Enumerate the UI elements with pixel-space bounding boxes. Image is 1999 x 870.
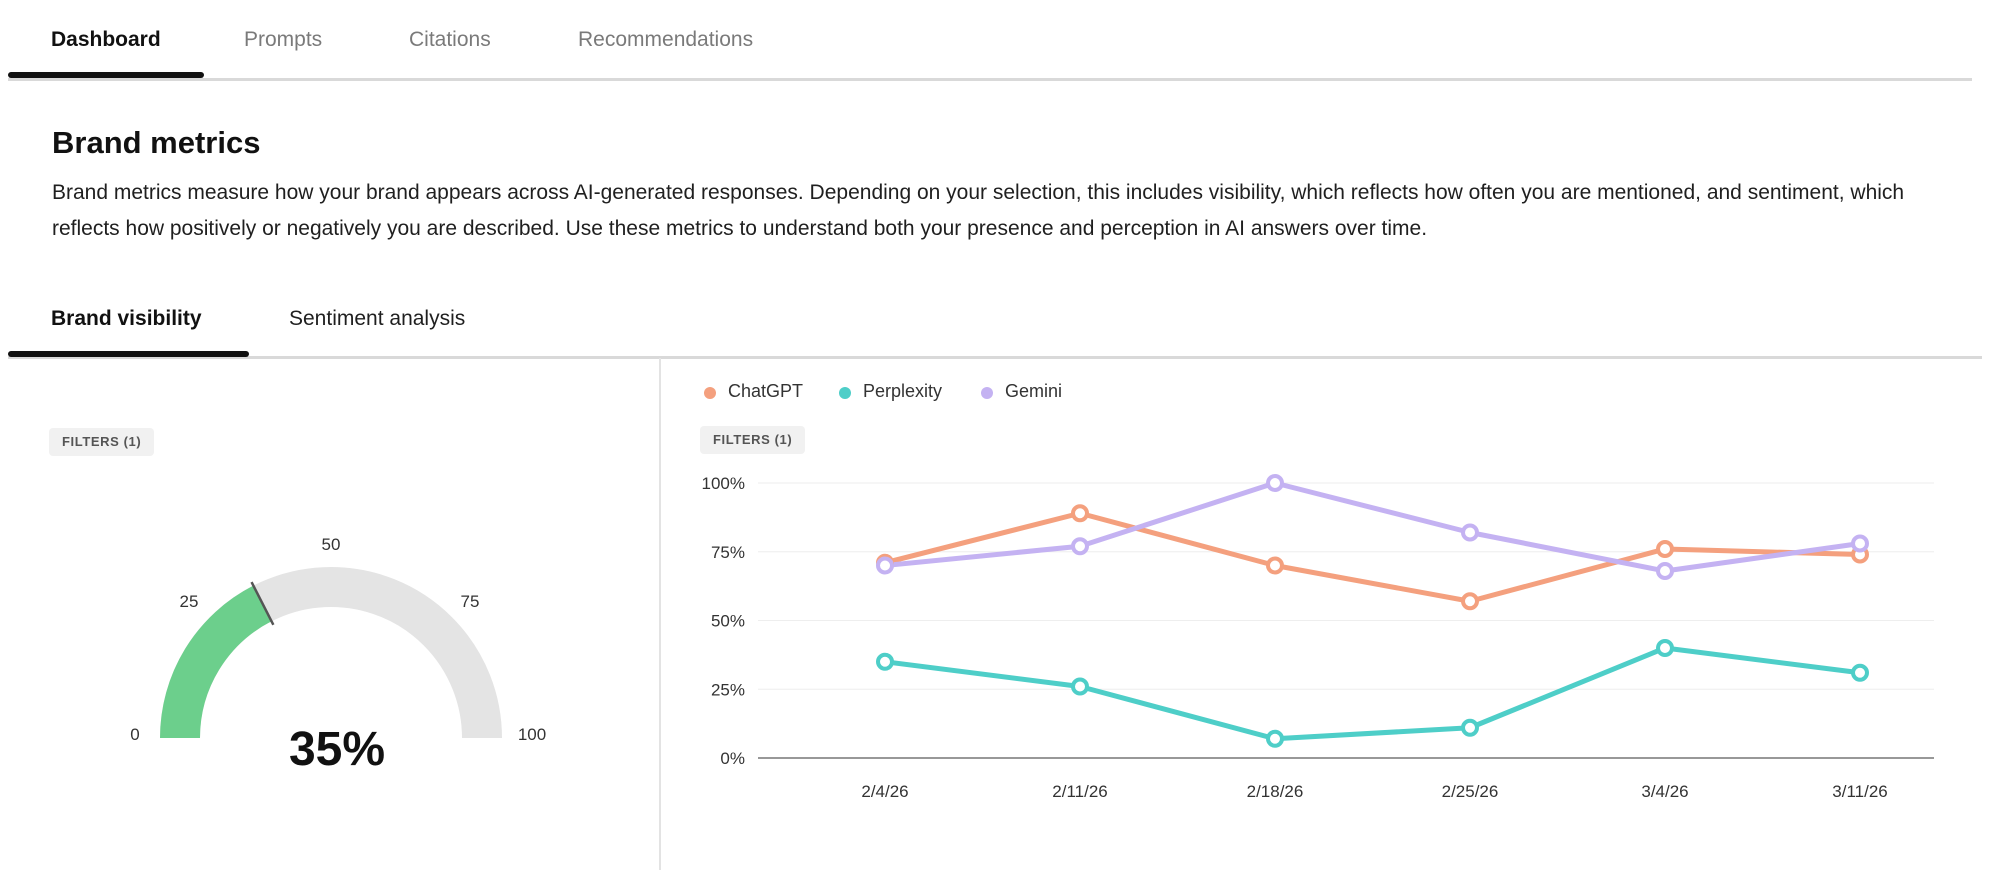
- legend-dot-chatgpt: [704, 387, 716, 399]
- data-point-perplexity: [1461, 718, 1479, 737]
- data-point-perplexity: [1851, 663, 1869, 682]
- legend-dot-gemini: [981, 387, 993, 399]
- active-tab-indicator: [8, 72, 204, 78]
- y-tick-label: 100%: [702, 474, 745, 493]
- x-tick-label: 3/11/26: [1832, 782, 1887, 801]
- y-tick-label: 50%: [711, 612, 745, 631]
- tab-prompts[interactable]: Prompts: [244, 28, 323, 51]
- gauge-tick-25: 25: [180, 592, 199, 611]
- series-line-chatgpt: [882, 510, 1863, 604]
- y-tick-label: 0%: [720, 749, 745, 768]
- tab-dashboard[interactable]: Dashboard: [51, 28, 161, 51]
- x-tick-label: 2/4/26: [861, 782, 908, 801]
- legend-label-chatgpt: ChatGPT: [728, 381, 804, 401]
- top-tab-bar: [8, 0, 1972, 81]
- tab-citations[interactable]: Citations: [409, 28, 491, 51]
- legend-label-gemini: Gemini: [1005, 381, 1063, 401]
- gauge-tick-0: 0: [130, 725, 139, 744]
- data-point-gemini: [1266, 474, 1284, 492]
- data-point-chatgpt: [1461, 592, 1479, 611]
- gauge-marker: [250, 581, 275, 626]
- gauge-tick-100: 100: [518, 725, 546, 744]
- data-point-perplexity: [876, 652, 894, 671]
- data-point-gemini: [1851, 534, 1869, 553]
- data-point-gemini: [876, 556, 894, 575]
- tab-recommendations[interactable]: Recommendations: [578, 28, 754, 51]
- tab-brand-visibility[interactable]: Brand visibility: [51, 307, 202, 330]
- gauge-value: 35%: [289, 723, 385, 776]
- data-point-gemini: [1071, 537, 1089, 556]
- data-point-perplexity: [1266, 729, 1284, 748]
- active-subtab-indicator: [8, 351, 249, 357]
- series-line-gemini: [882, 480, 1863, 574]
- x-tick-label: 2/11/26: [1052, 782, 1107, 801]
- visibility-gauge: 0 25 50 75 100 35%: [130, 535, 546, 776]
- legend-label-perplexity: Perplexity: [863, 381, 943, 401]
- gauge-tick-75: 75: [461, 592, 480, 611]
- x-tick-label: 3/4/26: [1641, 782, 1688, 801]
- gauge-fill: [160, 585, 272, 739]
- x-tick-label: 2/25/26: [1442, 782, 1499, 801]
- gauge-filters-button[interactable]: FILTERS (1): [49, 428, 155, 456]
- data-point-gemini: [1656, 562, 1674, 580]
- data-point-gemini: [1461, 523, 1479, 542]
- metric-tab-bar: [8, 280, 1982, 359]
- data-point-chatgpt: [1266, 556, 1284, 575]
- data-point-perplexity: [1071, 677, 1089, 696]
- y-tick-label: 75%: [711, 543, 745, 562]
- x-tick-label: 2/18/26: [1247, 782, 1304, 801]
- section-description: Brand metrics measure how your brand app…: [52, 181, 1905, 240]
- data-point-perplexity: [1656, 639, 1674, 657]
- data-point-chatgpt: [1656, 540, 1674, 558]
- legend-dot-perplexity: [839, 387, 851, 399]
- gauge-tick-50: 50: [322, 535, 341, 554]
- data-point-chatgpt: [1071, 504, 1089, 523]
- panel-divider: [659, 358, 661, 870]
- series-line-perplexity: [882, 645, 1863, 742]
- section-title: Brand metrics: [52, 125, 261, 160]
- chart-filters-button[interactable]: FILTERS (1): [700, 426, 806, 454]
- tab-sentiment-analysis[interactable]: Sentiment analysis: [289, 307, 466, 330]
- y-tick-label: 25%: [711, 680, 745, 699]
